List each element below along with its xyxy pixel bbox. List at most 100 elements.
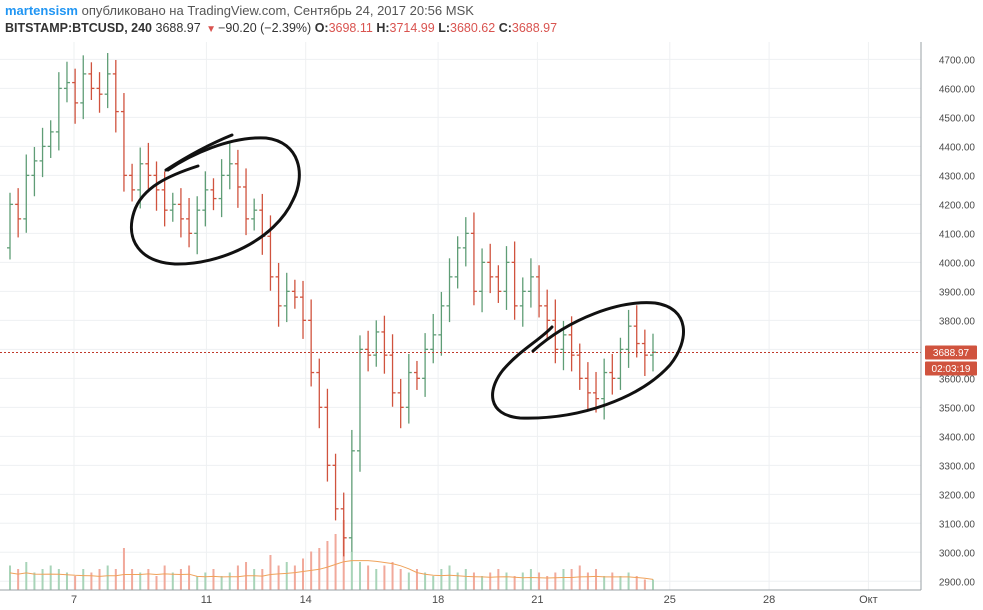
ohlc-bar	[487, 243, 494, 294]
x-tick-label: 28	[763, 594, 775, 606]
volume-bar	[375, 569, 378, 590]
author-name[interactable]: martensism	[5, 3, 78, 18]
volume-bar	[236, 565, 239, 590]
ohlc-bar	[365, 330, 372, 372]
ohlc-bar	[479, 248, 486, 313]
current-price-badge-text: 3688.97	[933, 348, 970, 359]
volume-bar	[554, 572, 557, 590]
close-value: 3688.97	[511, 21, 558, 35]
y-tick-label: 3100.00	[939, 519, 976, 530]
volume-bar	[424, 572, 427, 590]
volume-bar	[619, 576, 622, 590]
ohlc-bar	[381, 315, 388, 374]
volume-bar	[643, 579, 646, 590]
high-value: 3714.99	[389, 21, 435, 35]
y-tick-label: 4300.00	[939, 171, 976, 182]
ohlc-bar	[495, 265, 502, 303]
chart-header: martensism опубликовано на TradingView.c…	[0, 0, 983, 42]
volume-bar	[334, 534, 337, 590]
volume-bar	[285, 562, 288, 590]
ohlc-bar	[332, 453, 339, 521]
y-tick-label: 2900.00	[939, 577, 976, 588]
volume-bar	[90, 572, 93, 590]
ohlc-bar	[527, 258, 534, 308]
ohlc-bar	[72, 68, 79, 124]
volume-bar	[9, 565, 11, 590]
volume-bar	[407, 572, 410, 590]
ohlc-bar	[633, 305, 640, 358]
right-hand-drawn-ellipse	[491, 301, 685, 420]
volume-bar	[521, 572, 524, 590]
volume-bar	[326, 541, 329, 590]
left-hand-drawn-ellipse	[129, 136, 301, 266]
ohlc-bar	[593, 371, 600, 413]
volume-bar	[74, 576, 77, 590]
volume-bar	[33, 572, 36, 590]
volume-bar	[399, 569, 402, 590]
ohlc-bar	[283, 272, 290, 323]
volume-bar	[17, 569, 20, 590]
y-tick-label: 4600.00	[939, 84, 976, 95]
volume-bar	[293, 565, 296, 590]
ohlc-bar	[234, 149, 241, 208]
open-value: 3698.11	[328, 21, 373, 35]
time-axis-labels: 7 11 14 18 21 25 28 Окт	[71, 594, 878, 606]
ohlc-bar	[413, 360, 420, 390]
volume-bar	[358, 562, 361, 590]
ohlc-bar	[584, 362, 591, 412]
ohlc-bar	[47, 120, 54, 158]
volume-bar	[41, 569, 44, 590]
ohlc-bar	[454, 236, 461, 289]
ohlc-bar	[7, 192, 13, 260]
ohlc-bar	[63, 61, 70, 103]
volume-bar	[481, 576, 484, 590]
volume-bar	[440, 569, 443, 590]
volume-bar	[65, 572, 68, 590]
ohlc-bar	[169, 192, 176, 222]
volume-bar	[464, 569, 467, 590]
volume-bar	[204, 572, 207, 590]
y-tick-label: 3200.00	[939, 490, 976, 501]
volume-bar	[570, 569, 573, 590]
volume-bar	[472, 572, 475, 590]
volume-bar	[269, 555, 272, 590]
current-price-badge	[925, 345, 977, 360]
y-tick-label: 3500.00	[939, 403, 976, 414]
symbol-ohlc-line: BITSTAMP:BTCUSD, 240 3688.97 ▼ −90.20 (−2…	[5, 21, 557, 35]
x-tick-label: 11	[201, 594, 212, 606]
ohlc-bar	[601, 358, 608, 420]
volume-bar	[513, 576, 516, 590]
y-tick-label: 3000.00	[939, 548, 976, 559]
ohlc-bar	[23, 154, 30, 233]
x-tick-label: 25	[664, 594, 676, 606]
volume-bar	[171, 572, 174, 590]
volume-bar	[179, 569, 182, 590]
price-axis[interactable]	[920, 42, 983, 590]
volume-bar	[25, 562, 28, 590]
ohlc-bar	[202, 171, 209, 227]
ohlc-bar	[291, 279, 298, 309]
x-tick-label: Окт	[859, 594, 878, 606]
volume-bar	[147, 569, 150, 590]
ohlc-bar	[177, 188, 184, 238]
ohlc-bar	[275, 262, 282, 327]
ohlc-bar	[55, 72, 62, 151]
open-label: O:	[314, 21, 329, 35]
publication-line: martensism опубликовано на TradingView.c…	[5, 3, 474, 18]
ohlc-bar	[462, 217, 469, 267]
y-tick-label: 4400.00	[939, 142, 976, 153]
volume-bar	[456, 572, 459, 590]
volume-bar	[196, 576, 199, 590]
ohlc-bar	[389, 334, 396, 407]
volume-bar	[383, 565, 386, 590]
ohlc-bar	[88, 62, 95, 100]
volume-bar	[139, 572, 142, 590]
volume-bar	[489, 572, 492, 590]
last-price: 3688.97	[155, 21, 201, 35]
volume-bar	[603, 576, 606, 590]
volume-bar	[188, 565, 191, 590]
ohlc-bar	[308, 299, 315, 387]
down-arrow-icon: ▼	[206, 24, 217, 35]
volume-bar	[57, 569, 60, 590]
